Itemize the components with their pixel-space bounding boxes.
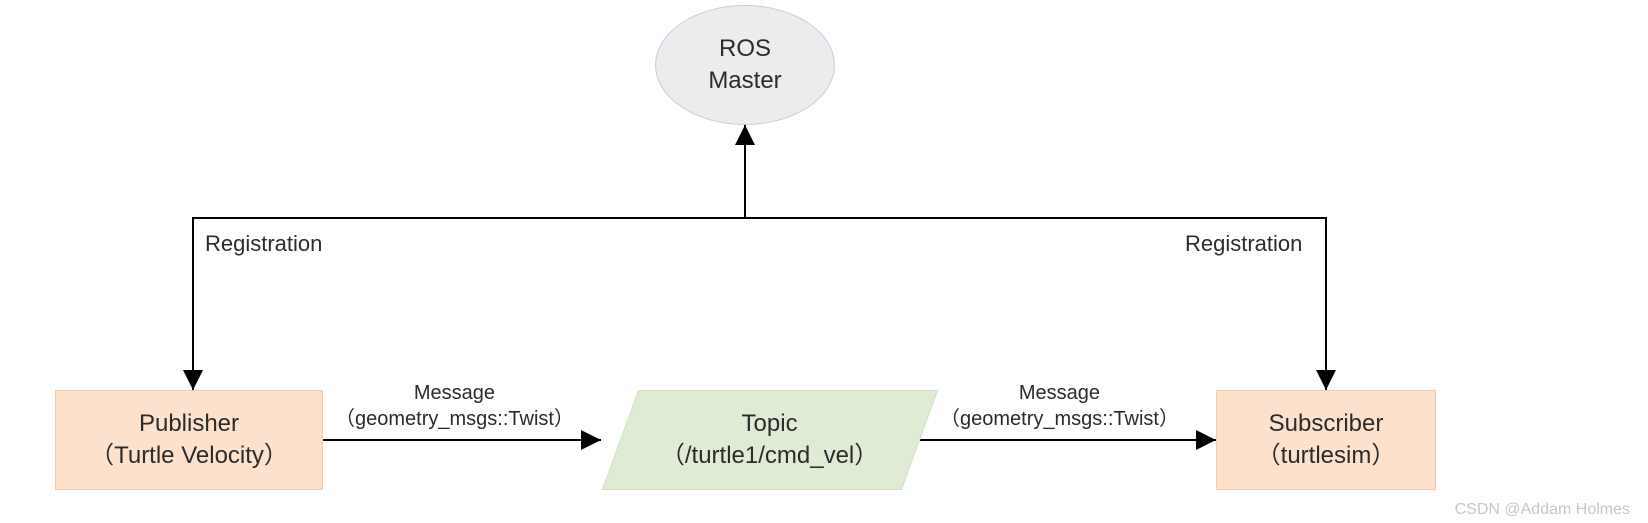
label-reg-pub-1: Registration bbox=[205, 231, 322, 256]
node-topic: Topic （/turtle1/cmd_vel） bbox=[602, 390, 938, 490]
master-title-1: ROS bbox=[708, 33, 781, 65]
label-reg-pub: Registration bbox=[205, 230, 322, 259]
watermark-text: CSDN @Addam Holmes bbox=[1455, 501, 1630, 519]
label-msg-pub-2: （geometry_msgs::Twist） bbox=[335, 408, 574, 430]
label-msg-sub: Message （geometry_msgs::Twist） bbox=[940, 380, 1179, 432]
node-subscriber: Subscriber （turtlesim） bbox=[1216, 390, 1436, 490]
topic-title-1: Topic bbox=[742, 408, 798, 440]
publisher-title-1: Publisher bbox=[90, 408, 288, 440]
diagram-canvas: ROS Master Publisher （Turtle Velocity） T… bbox=[0, 0, 1648, 523]
label-reg-sub-1: Registration bbox=[1185, 231, 1302, 256]
topic-title-2: （/turtle1/cmd_vel） bbox=[661, 440, 878, 472]
master-title-2: Master bbox=[708, 65, 781, 97]
label-msg-sub-2: （geometry_msgs::Twist） bbox=[940, 408, 1179, 430]
label-reg-sub: Registration bbox=[1185, 230, 1302, 259]
label-msg-pub-1: Message bbox=[414, 382, 495, 404]
node-publisher: Publisher （Turtle Velocity） bbox=[55, 390, 323, 490]
label-msg-sub-1: Message bbox=[1019, 382, 1100, 404]
publisher-title-2: （Turtle Velocity） bbox=[90, 440, 288, 472]
subscriber-title-1: Subscriber bbox=[1257, 408, 1396, 440]
subscriber-title-2: （turtlesim） bbox=[1257, 440, 1396, 472]
label-msg-pub: Message （geometry_msgs::Twist） bbox=[335, 380, 574, 432]
node-ros-master: ROS Master bbox=[655, 5, 835, 125]
